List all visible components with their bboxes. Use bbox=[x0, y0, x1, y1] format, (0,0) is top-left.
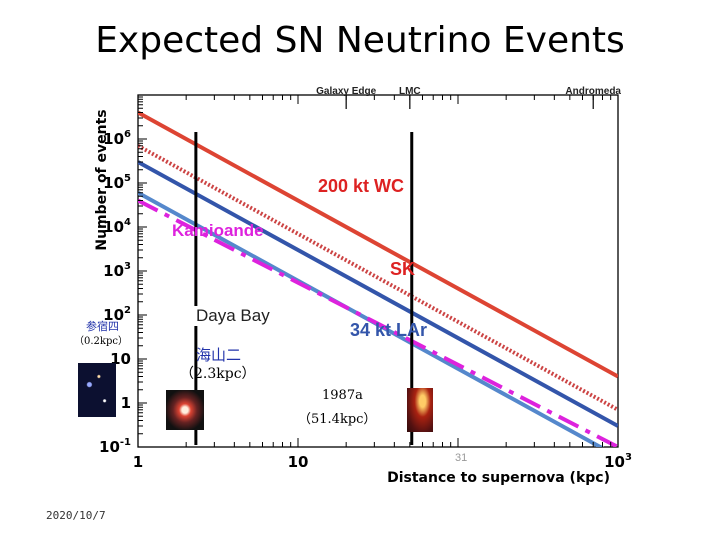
top-marker-label: Andromeda bbox=[565, 86, 621, 97]
y-tick-label: 1 bbox=[121, 394, 131, 412]
top-markers: Galaxy Edge LMC Andromeda bbox=[316, 86, 621, 109]
y-tick-label: 103 bbox=[103, 261, 131, 280]
y-tick-label: 10-1 bbox=[99, 437, 131, 456]
label-34kt-lar: 34 kt LAr bbox=[350, 320, 427, 340]
page-number: 31 bbox=[455, 452, 468, 464]
series-line bbox=[138, 198, 618, 447]
sn1987a-distance: （51.4kpc） bbox=[298, 412, 377, 427]
x-axis-label: Distance to supernova (kpc) bbox=[387, 470, 610, 486]
plot-area bbox=[137, 94, 619, 448]
series-line bbox=[138, 144, 618, 412]
shensu-label: 参宿四 bbox=[86, 320, 119, 333]
top-marker-label: Galaxy Edge bbox=[316, 86, 376, 97]
footer-date: 2020/10/7 bbox=[46, 509, 106, 522]
betelgeuse-photo bbox=[78, 363, 116, 417]
x-tick-label: 1 bbox=[133, 453, 143, 471]
sn1987a-label: 1987a bbox=[322, 388, 363, 403]
haishaner-distance: （2.3kpc） bbox=[180, 366, 256, 382]
series-line bbox=[138, 160, 618, 428]
series-line bbox=[138, 110, 618, 379]
series-layer bbox=[138, 110, 618, 447]
x-tick-label: 103 bbox=[604, 452, 632, 471]
y-axis-label: Number of events bbox=[94, 109, 110, 250]
page-title: Expected SN Neutrino Events bbox=[95, 20, 625, 61]
haishaner-label: 海山二 bbox=[196, 346, 242, 364]
sn1987a-photo bbox=[407, 388, 433, 432]
eta-carinae-photo bbox=[166, 390, 204, 430]
label-kamioande: Kamioande bbox=[172, 221, 264, 240]
label-sk: SK bbox=[390, 259, 415, 279]
top-marker-label: LMC bbox=[399, 86, 421, 97]
daya-bay-label: Daya Bay bbox=[192, 306, 274, 326]
x-tick-label: 10 bbox=[288, 453, 309, 471]
shensu-distance: （0.2kpc） bbox=[74, 336, 128, 347]
label-200kt-wc: 200 kt WC bbox=[318, 176, 404, 196]
